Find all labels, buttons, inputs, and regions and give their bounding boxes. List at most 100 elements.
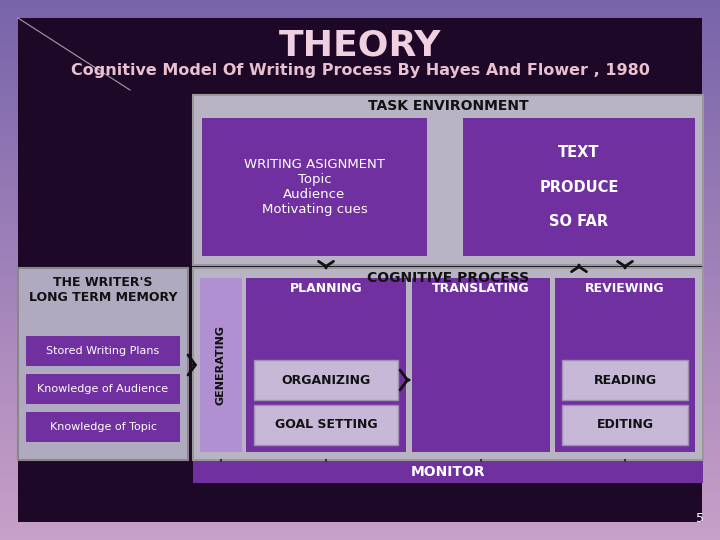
Bar <box>0 513 720 514</box>
Bar <box>0 151 720 152</box>
Bar <box>0 74 720 75</box>
Bar <box>0 325 720 326</box>
Bar <box>0 120 720 121</box>
Bar <box>0 182 720 183</box>
Bar <box>0 521 720 522</box>
Bar <box>0 282 720 283</box>
Bar <box>0 388 720 389</box>
Bar <box>0 104 720 105</box>
Bar <box>0 284 720 285</box>
Bar <box>0 45 720 46</box>
Bar <box>0 42 720 43</box>
Bar <box>0 405 720 406</box>
Bar <box>0 490 720 491</box>
Bar <box>0 40 720 41</box>
Bar <box>0 213 720 214</box>
Bar <box>0 423 720 424</box>
Bar <box>0 347 720 348</box>
Text: PLANNING: PLANNING <box>289 282 362 295</box>
Bar <box>0 410 720 411</box>
Bar <box>0 89 720 90</box>
Bar <box>0 194 720 195</box>
Text: GENERATING: GENERATING <box>216 325 226 405</box>
Bar <box>0 429 720 430</box>
Bar <box>0 215 720 216</box>
Bar <box>0 10 720 11</box>
Bar <box>0 492 720 493</box>
Bar <box>0 169 720 170</box>
Bar <box>0 44 720 45</box>
Bar <box>0 168 720 169</box>
Bar <box>0 249 720 250</box>
Bar <box>0 179 720 180</box>
Bar <box>0 514 720 515</box>
Bar <box>0 128 720 129</box>
Bar <box>0 329 720 330</box>
Bar <box>0 378 720 379</box>
Bar <box>0 288 720 289</box>
Bar <box>0 335 720 336</box>
Bar <box>193 461 703 483</box>
Bar <box>0 503 720 504</box>
Bar <box>0 227 720 228</box>
Bar <box>0 262 720 263</box>
Bar <box>0 316 720 317</box>
Bar <box>0 111 720 112</box>
Bar <box>0 229 720 230</box>
Bar <box>0 294 720 295</box>
Bar <box>0 484 720 485</box>
Bar <box>0 102 720 103</box>
Bar <box>0 119 720 120</box>
Bar <box>0 356 720 357</box>
Bar <box>412 278 550 452</box>
Bar <box>0 53 720 54</box>
Bar <box>0 34 720 35</box>
Bar <box>0 55 720 56</box>
Bar <box>0 524 720 525</box>
Bar <box>0 181 720 182</box>
Bar <box>0 312 720 313</box>
Bar <box>0 447 720 448</box>
Bar <box>0 472 720 473</box>
Bar <box>0 135 720 136</box>
Bar <box>0 363 720 364</box>
Bar <box>0 292 720 293</box>
Bar <box>0 84 720 85</box>
Text: READING: READING <box>593 374 657 387</box>
Bar <box>0 170 720 171</box>
Text: 5: 5 <box>696 511 704 524</box>
Bar <box>0 538 720 539</box>
Bar <box>0 497 720 498</box>
Bar <box>0 339 720 340</box>
Bar <box>0 14 720 15</box>
Bar <box>0 205 720 206</box>
Bar <box>0 8 720 9</box>
Bar <box>0 272 720 273</box>
Text: MONITOR: MONITOR <box>410 465 485 479</box>
Bar <box>0 230 720 231</box>
Bar <box>0 439 720 440</box>
Bar <box>0 202 720 203</box>
Bar <box>26 374 180 404</box>
Bar <box>0 306 720 307</box>
Text: WRITING ASIGNMENT
Topic
Audience
Motivating cues: WRITING ASIGNMENT Topic Audience Motivat… <box>244 158 385 216</box>
Bar <box>0 56 720 57</box>
Bar <box>0 395 720 396</box>
Bar <box>0 103 720 104</box>
Text: Cognitive Model Of Writing Process By Hayes And Flower , 1980: Cognitive Model Of Writing Process By Ha… <box>71 63 649 78</box>
Bar <box>0 256 720 257</box>
Bar <box>0 504 720 505</box>
Bar <box>0 154 720 155</box>
Bar <box>0 368 720 369</box>
Bar <box>0 381 720 382</box>
Bar <box>0 210 720 211</box>
Bar <box>0 532 720 533</box>
Bar <box>0 138 720 139</box>
Bar <box>0 533 720 534</box>
Bar <box>0 321 720 322</box>
Bar <box>0 525 720 526</box>
Bar <box>555 278 695 452</box>
Bar <box>0 324 720 325</box>
Bar <box>0 535 720 536</box>
Bar <box>0 116 720 117</box>
